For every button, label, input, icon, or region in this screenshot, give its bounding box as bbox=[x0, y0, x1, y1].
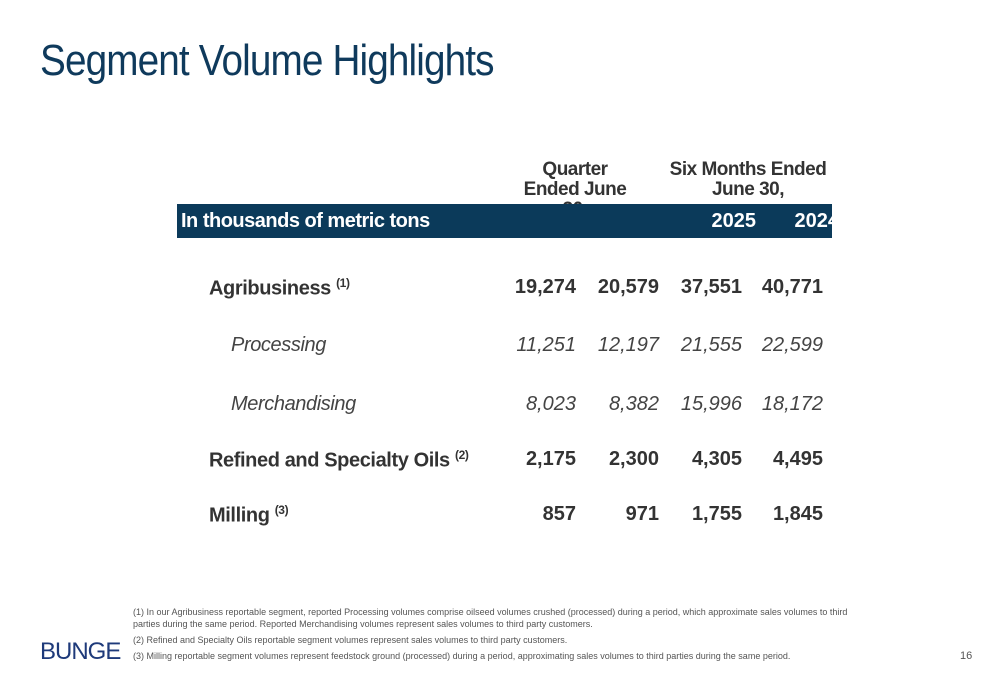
table-row: Refined and Specialty Oils (2) 2,175 2,300… bbox=[0, 448, 1000, 478]
footnote-1: (1) In our Agribusiness reportable segme… bbox=[133, 607, 848, 629]
value-cell: 19,274 bbox=[514, 276, 576, 298]
value-cell: 12,197 bbox=[597, 334, 659, 356]
value-cell: 1,845 bbox=[772, 503, 823, 525]
table-row: Merchandising 8,023 8,382 15,996 18,172 bbox=[0, 393, 1000, 423]
row-label: Refined and Specialty Oils (2) bbox=[209, 448, 469, 473]
table-header-bar: In thousands of metric tons 2025 2024 20… bbox=[177, 204, 973, 238]
footnote-ref: (1) bbox=[336, 276, 350, 290]
row-label-text: Milling bbox=[209, 504, 270, 527]
row-label: Merchandising bbox=[231, 393, 356, 416]
group-header-six-months: Six Months Ended June 30, bbox=[669, 159, 827, 200]
row-label: Milling (3) bbox=[209, 503, 289, 528]
year-header: 2024 bbox=[794, 210, 840, 232]
value-cell: 971 bbox=[625, 503, 659, 525]
value-cell: 2,175 bbox=[525, 448, 576, 470]
value-cell: 21,555 bbox=[680, 334, 742, 356]
value-cell: 8,382 bbox=[608, 393, 659, 415]
value-cell: 857 bbox=[542, 503, 576, 525]
row-label-text: Agribusiness bbox=[209, 277, 331, 300]
value-cell: 18,172 bbox=[761, 393, 823, 415]
value-cell: 8,023 bbox=[525, 393, 576, 415]
value-cell: 20,579 bbox=[597, 276, 659, 298]
row-label-text: Refined and Specialty Oils bbox=[209, 449, 450, 472]
table-row: Processing 11,251 12,197 21,555 22,599 bbox=[0, 334, 1000, 364]
value-cell: 2,300 bbox=[608, 448, 659, 470]
value-cell: 15,996 bbox=[680, 393, 742, 415]
units-label: In thousands of metric tons bbox=[181, 210, 430, 232]
year-header: 2025 bbox=[711, 210, 757, 232]
value-cell: 40,771 bbox=[761, 276, 823, 298]
footnote-ref: (2) bbox=[454, 448, 469, 462]
footnote-3: (3) Milling reportable segment volumes r… bbox=[133, 651, 791, 661]
value-cell: 4,495 bbox=[772, 448, 823, 470]
slide-title: Segment Volume Highlights bbox=[40, 36, 495, 85]
year-header: 2024 bbox=[928, 210, 974, 232]
table-row: Agribusiness (1) 19,274 20,579 37,551 40,771 bbox=[0, 276, 1000, 306]
footnote-2: (2) Refined and Specialty Oils reportabl… bbox=[133, 635, 568, 645]
row-label: Processing bbox=[231, 334, 326, 357]
value-cell: 11,251 bbox=[516, 334, 576, 356]
footnote-ref: (3) bbox=[274, 503, 289, 517]
row-label-text: Processing bbox=[231, 334, 326, 356]
bunge-logo: BUNGE bbox=[40, 638, 121, 665]
row-label-text: Merchandising bbox=[231, 393, 356, 415]
year-header: 2025 bbox=[877, 210, 923, 232]
value-cell: 37,551 bbox=[680, 276, 742, 298]
row-label: Agribusiness (1) bbox=[209, 276, 350, 301]
table-row: Milling (3) 857 971 1,755 1,845 bbox=[0, 503, 1000, 533]
value-cell: 1,755 bbox=[691, 503, 742, 525]
value-cell: 22,599 bbox=[761, 334, 823, 356]
value-cell: 4,305 bbox=[691, 448, 742, 470]
page-number: 16 bbox=[960, 650, 973, 662]
